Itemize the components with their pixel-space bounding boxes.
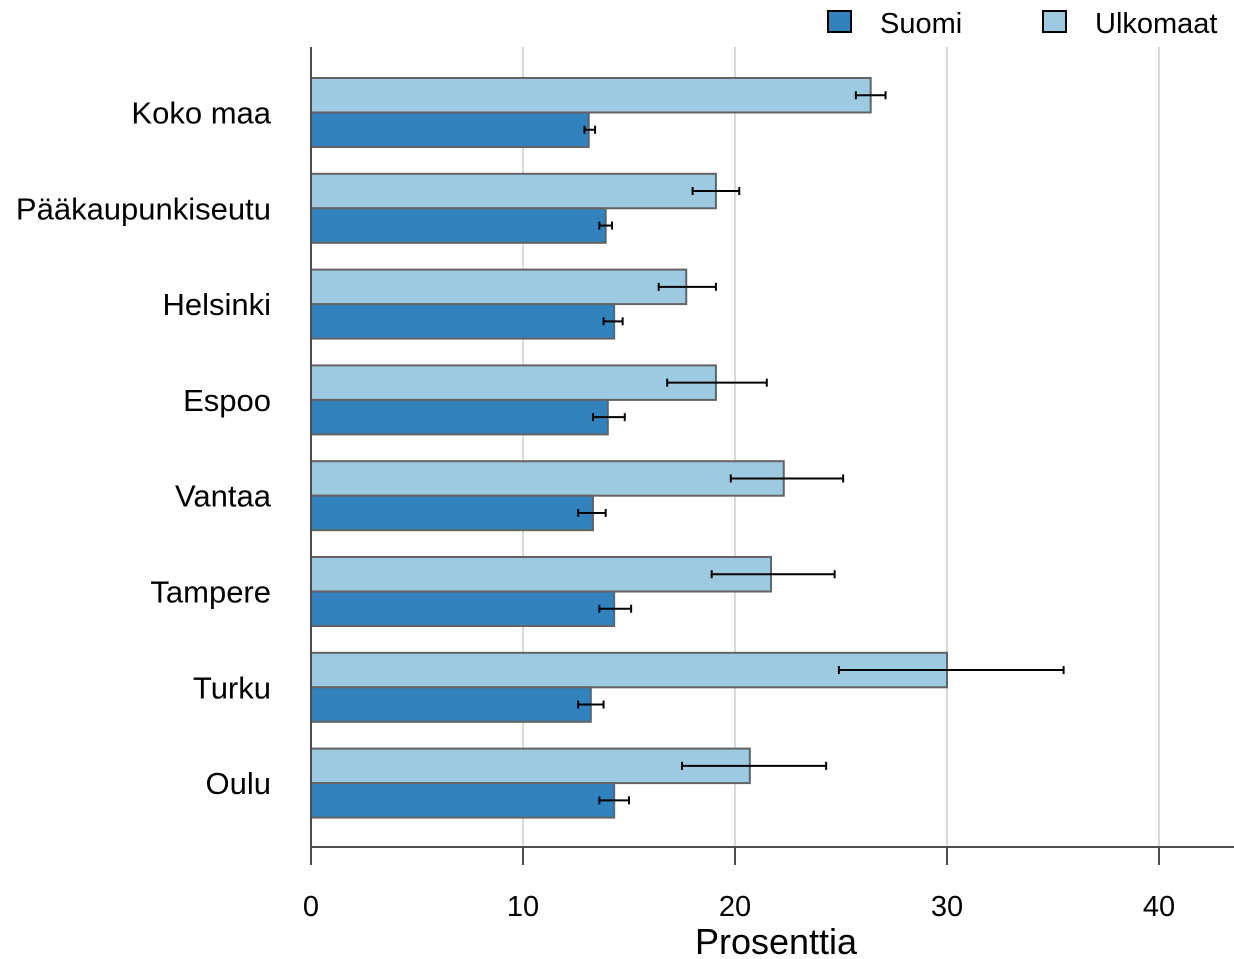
x-tick-label: 40 [1143,891,1175,923]
bar-suomi [310,111,590,148]
legend-label-ulkomaat: Ulkomaat [1095,8,1218,40]
bar-ulkomaat [310,172,717,210]
category-label: Oulu [206,766,271,801]
bar-suomi [310,494,594,532]
bar-ulkomaat [310,556,773,593]
bar-suomi [310,398,609,436]
bar-ulkomaat [310,77,872,114]
legend-label-suomi: Suomi [880,8,962,40]
category-label: Tampere [150,575,271,610]
x-axis-title: Prosenttia [695,921,858,959]
bar-suomi [310,303,616,340]
x-tick-label: 10 [507,891,539,923]
x-tick-label: 20 [719,891,751,923]
category-label: Pääkaupunkiseutu [16,191,271,226]
bar-ulkomaat [310,460,785,497]
bar-suomi [310,590,616,627]
axes [310,47,1234,865]
bars [310,77,948,819]
bar-ulkomaat [310,268,688,306]
category-label: Vantaa [175,479,272,514]
x-tick-label: 0 [303,891,319,923]
category-label: Espoo [183,383,271,418]
legend-swatch-suomi [827,10,852,33]
bar-suomi [310,782,616,819]
category-labels: Koko maa Pääkaupunkiseutu Helsinki Espoo Van… [16,96,272,802]
grid-lines [522,47,1160,847]
category-label: Helsinki [162,287,271,322]
bar-suomi [310,686,592,723]
bar-ulkomaat [310,364,717,401]
category-label: Turku [193,670,271,705]
legend: Suomi Ulkomaat [827,8,1218,40]
x-tick-labels: 0 10 20 30 40 [303,891,1175,923]
legend-swatch-ulkomaat [1042,10,1067,33]
error-bars [577,91,1065,805]
x-tick-label: 30 [931,891,963,923]
bar-suomi [310,207,607,244]
category-label: Koko maa [131,96,271,131]
